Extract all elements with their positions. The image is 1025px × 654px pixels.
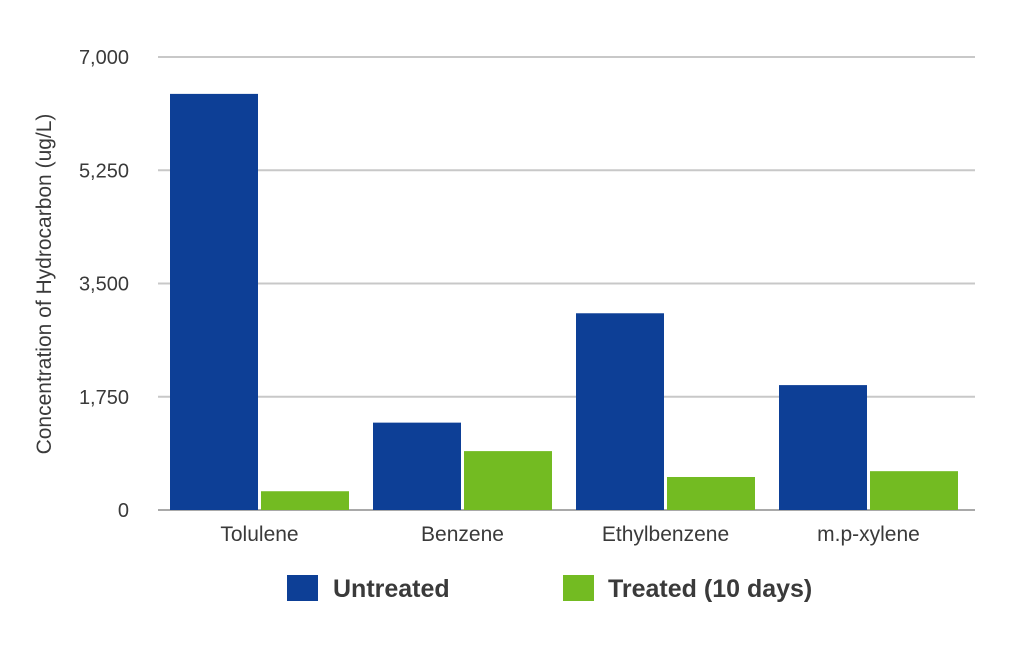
bar-treated-3 [870, 471, 958, 510]
bar-untreated-3 [779, 385, 867, 510]
legend-label: Treated (10 days) [608, 575, 812, 603]
legend-label: Untreated [333, 575, 450, 603]
legend-swatch [563, 575, 594, 601]
bar-untreated-1 [373, 422, 461, 510]
x-category-label: Tolulene [220, 523, 298, 546]
bar-treated-1 [464, 451, 552, 510]
x-category-label: m.p-xylene [817, 523, 920, 546]
bar-treated-2 [667, 476, 755, 510]
y-tick-label: 1,750 [79, 387, 129, 409]
y-tick-label: 7,000 [79, 47, 129, 69]
bar-untreated-0 [170, 93, 258, 510]
bars [170, 93, 958, 510]
y-tick-label: 5,250 [79, 160, 129, 182]
x-category-label: Benzene [421, 523, 504, 546]
bar-treated-0 [261, 491, 349, 510]
bar-untreated-2 [576, 313, 664, 510]
y-tick-label: 3,500 [79, 274, 129, 296]
x-axis-categories: Tolulene Benzene Ethylbenzene m.p-xylene [220, 523, 919, 546]
y-axis-ticks: 0 1,750 3,500 5,250 7,000 [79, 47, 129, 522]
legend: Untreated Treated (10 days) [287, 575, 812, 603]
y-axis-title: Concentration of Hydrocarbon (ug/L) [33, 114, 56, 455]
y-tick-label: 0 [118, 500, 129, 522]
legend-swatch [287, 575, 318, 601]
x-category-label: Ethylbenzene [602, 523, 729, 546]
